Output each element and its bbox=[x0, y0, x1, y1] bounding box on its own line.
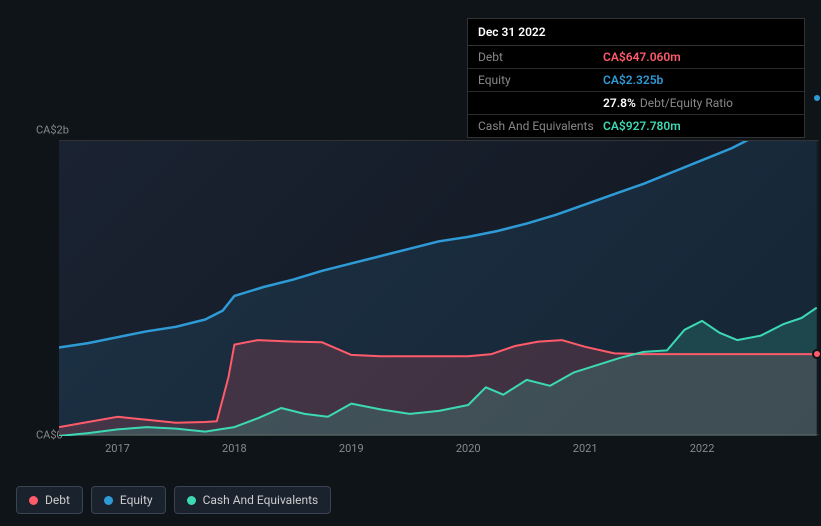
tooltip-row: EquityCA$2.325b bbox=[468, 69, 804, 92]
x-tick: 2022 bbox=[690, 442, 715, 455]
legend-item-debt[interactable]: Debt bbox=[16, 486, 83, 514]
tooltip-row-label: Debt bbox=[478, 50, 603, 64]
x-tick: 2021 bbox=[573, 442, 598, 455]
tooltip-row-label bbox=[478, 96, 603, 110]
tooltip-row-sublabel: Debt/Equity Ratio bbox=[640, 96, 733, 110]
y-axis-label-top: CA$2b bbox=[36, 124, 69, 137]
hover-tooltip: Dec 31 2022 DebtCA$647.060mEquityCA$2.32… bbox=[467, 18, 805, 138]
tooltip-row: 27.8%Debt/Equity Ratio bbox=[468, 92, 804, 115]
x-tick: 2017 bbox=[105, 442, 130, 455]
tooltip-row: Cash And EquivalentsCA$927.780m bbox=[468, 115, 804, 137]
tooltip-row-value: CA$927.780m bbox=[603, 119, 681, 133]
debt-equity-chart: CA$2b CA$0 201720182019202020212022 bbox=[16, 120, 806, 450]
debt-end-marker bbox=[812, 349, 821, 359]
legend-item-equity[interactable]: Equity bbox=[91, 486, 166, 514]
legend-label: Debt bbox=[45, 493, 70, 507]
legend-label: Equity bbox=[120, 493, 153, 507]
tooltip-row-value: CA$2.325b bbox=[603, 73, 663, 87]
x-tick: 2019 bbox=[339, 442, 364, 455]
tooltip-row-value: CA$647.060m bbox=[603, 50, 681, 64]
legend-dot bbox=[29, 496, 38, 505]
x-tick: 2018 bbox=[222, 442, 247, 455]
legend-label: Cash And Equivalents bbox=[203, 493, 319, 507]
tooltip-row-value: 27.8%Debt/Equity Ratio bbox=[603, 96, 733, 110]
x-axis: 2017 2018 2019 2020 2021 2022 bbox=[59, 442, 819, 462]
tooltip-row-label: Equity bbox=[478, 73, 603, 87]
x-tick: 2020 bbox=[456, 442, 481, 455]
plot-area[interactable] bbox=[59, 140, 819, 435]
legend-item-cash-and-equivalents[interactable]: Cash And Equivalents bbox=[174, 486, 332, 514]
tooltip-row-label: Cash And Equivalents bbox=[478, 119, 603, 133]
legend-dot bbox=[187, 496, 196, 505]
legend-dot bbox=[104, 496, 113, 505]
tooltip-date: Dec 31 2022 bbox=[468, 19, 804, 46]
legend: Debt Equity Cash And Equivalents bbox=[16, 486, 331, 514]
equity-end-marker bbox=[812, 93, 821, 103]
tooltip-row: DebtCA$647.060m bbox=[468, 46, 804, 69]
